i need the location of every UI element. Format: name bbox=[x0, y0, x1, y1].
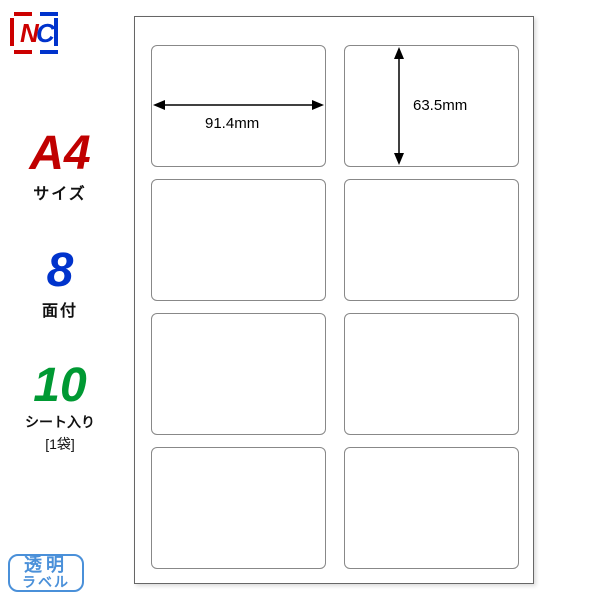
label-cell bbox=[344, 179, 519, 301]
label-cell bbox=[151, 313, 326, 435]
label-sheet: 91.4mm 63.5mm bbox=[134, 16, 534, 584]
spec-size-label: サイズ bbox=[10, 180, 110, 204]
transparent-label-badge: 透明 ラベル bbox=[8, 554, 84, 592]
spec-sheets-label: シート入り bbox=[10, 412, 110, 432]
label-cell bbox=[151, 179, 326, 301]
height-dimension-label: 63.5mm bbox=[413, 97, 467, 114]
spec-faces: 8 面付 bbox=[10, 247, 110, 321]
spec-sheets-sub: [1袋] bbox=[10, 434, 110, 454]
width-dimension-label: 91.4mm bbox=[205, 115, 259, 132]
label-cell bbox=[344, 447, 519, 569]
spec-sheets: 10 シート入り [1袋] bbox=[10, 362, 110, 454]
width-dimension-arrow bbox=[151, 95, 326, 115]
spec-sheets-value: 10 bbox=[10, 362, 110, 410]
label-cell bbox=[344, 313, 519, 435]
badge-line1: 透明 bbox=[22, 556, 70, 575]
spec-size-value: A4 bbox=[10, 130, 110, 178]
logo: N C bbox=[6, 6, 62, 62]
spec-faces-value: 8 bbox=[10, 247, 110, 295]
badge-line2: ラベル bbox=[22, 575, 70, 590]
height-dimension-arrow bbox=[389, 45, 409, 167]
spec-size: A4 サイズ bbox=[10, 130, 110, 204]
spec-faces-label: 面付 bbox=[10, 297, 110, 321]
label-cell bbox=[151, 447, 326, 569]
svg-text:C: C bbox=[36, 18, 56, 48]
